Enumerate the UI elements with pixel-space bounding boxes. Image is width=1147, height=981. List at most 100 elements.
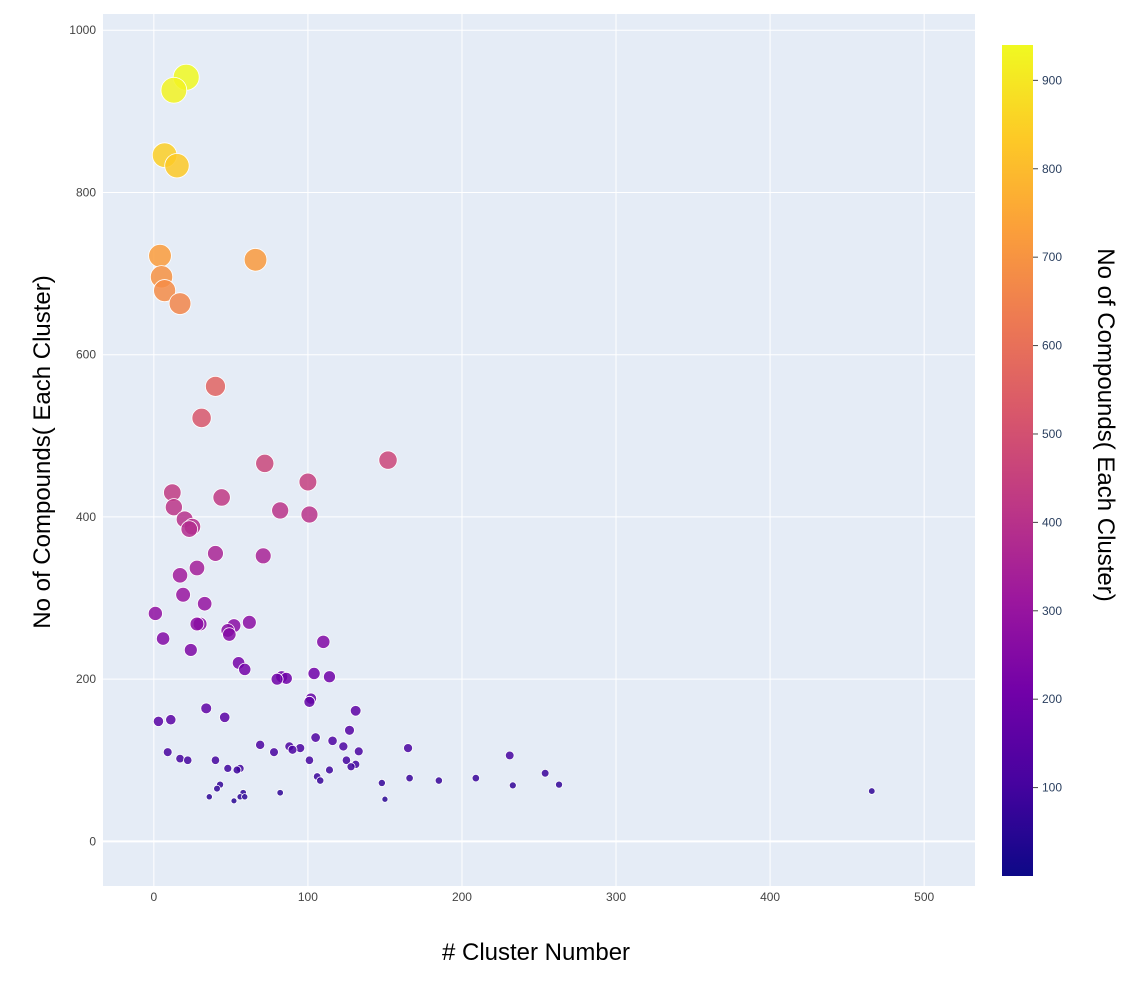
data-point [316, 634, 331, 649]
x-axis-ticks: 0 100 200 300 400 500 [150, 890, 934, 904]
data-point [540, 768, 550, 778]
y-tick-label: 600 [76, 348, 96, 362]
x-tick-label: 500 [914, 890, 934, 904]
data-point [200, 702, 213, 715]
data-point [168, 292, 192, 315]
data-point [205, 375, 226, 397]
colorbar-tick-label: 300 [1042, 604, 1062, 618]
data-point [555, 780, 563, 789]
y-tick-label: 0 [89, 834, 96, 848]
x-tick-label: 300 [606, 890, 626, 904]
colorbar-ticks: 100 200 300 400 500 600 700 800 900 [1033, 73, 1062, 795]
data-point [155, 631, 171, 646]
data-point [160, 76, 188, 104]
data-point [310, 732, 321, 743]
data-point [243, 248, 268, 272]
data-point [338, 741, 349, 752]
data-point [378, 450, 398, 470]
data-point [353, 746, 364, 757]
data-point [153, 279, 177, 303]
plot-area [103, 14, 975, 886]
data-point [255, 739, 266, 750]
x-tick-label: 0 [150, 890, 157, 904]
data-point [303, 695, 316, 708]
data-point [300, 505, 319, 524]
data-point [403, 743, 413, 754]
data-point [346, 762, 356, 772]
y-tick-label: 1000 [69, 23, 96, 37]
data-point [276, 789, 284, 797]
data-point [471, 773, 480, 783]
data-point [349, 705, 362, 717]
data-point [175, 753, 185, 764]
data-point [405, 773, 414, 783]
data-point [232, 765, 242, 775]
colorbar-tick-label: 200 [1042, 692, 1062, 706]
data-point [868, 787, 876, 795]
data-point [508, 781, 517, 790]
data-point [183, 755, 193, 765]
data-point [377, 778, 386, 787]
y-axis-title: No of Compounds( Each Cluster) [29, 275, 56, 628]
colorbar-tick-label: 800 [1042, 162, 1062, 176]
data-point [222, 627, 237, 642]
data-point [148, 243, 172, 268]
data-point [183, 643, 198, 657]
data-point [307, 666, 321, 680]
data-point [147, 605, 163, 621]
data-point [255, 453, 275, 473]
x-tick-label: 100 [298, 890, 318, 904]
data-point [162, 747, 173, 758]
data-point [270, 672, 284, 686]
data-point [269, 747, 279, 758]
data-point [210, 755, 221, 765]
data-point [213, 784, 221, 793]
colorbar [1002, 45, 1033, 876]
data-point [344, 724, 355, 736]
data-point [191, 407, 212, 429]
data-point [165, 714, 177, 726]
colorbar-tick-label: 900 [1042, 73, 1062, 87]
data-point [504, 750, 515, 761]
data-point [241, 793, 249, 801]
data-point [341, 755, 352, 765]
data-point [219, 711, 231, 723]
data-point [254, 547, 272, 565]
data-point [325, 765, 334, 775]
y-tick-label: 800 [76, 185, 96, 199]
data-point [189, 616, 205, 632]
data-point [434, 776, 443, 785]
data-point [304, 755, 315, 765]
data-point [175, 587, 191, 603]
data-point [223, 763, 233, 773]
data-point [323, 670, 336, 684]
x-tick-label: 400 [760, 890, 780, 904]
gridlines [103, 14, 975, 886]
data-point [152, 715, 165, 727]
y-tick-label: 200 [76, 672, 96, 686]
data-point [212, 488, 231, 507]
data-point [298, 472, 318, 492]
data-point [327, 735, 338, 746]
colorbar-title: No of Compounds( Each Cluster) [1092, 248, 1119, 601]
data-point [381, 795, 389, 803]
data-point [271, 501, 290, 520]
data-point [164, 153, 190, 179]
colorbar-tick-label: 100 [1042, 781, 1062, 795]
data-point [230, 797, 238, 805]
colorbar-tick-label: 500 [1042, 427, 1062, 441]
data-point [207, 545, 224, 562]
data-point [205, 793, 213, 801]
data-point [287, 744, 298, 755]
colorbar-tick-label: 700 [1042, 250, 1062, 264]
data-point [238, 662, 252, 676]
data-point [164, 498, 183, 517]
colorbar-tick-label: 400 [1042, 515, 1062, 529]
y-axis-ticks: 0 200 400 600 800 1000 [69, 23, 96, 848]
data-point [197, 596, 213, 612]
x-axis-title: # Cluster Number [442, 939, 630, 966]
data-point [180, 520, 198, 538]
data-point [171, 567, 189, 584]
y-tick-label: 400 [76, 510, 96, 524]
